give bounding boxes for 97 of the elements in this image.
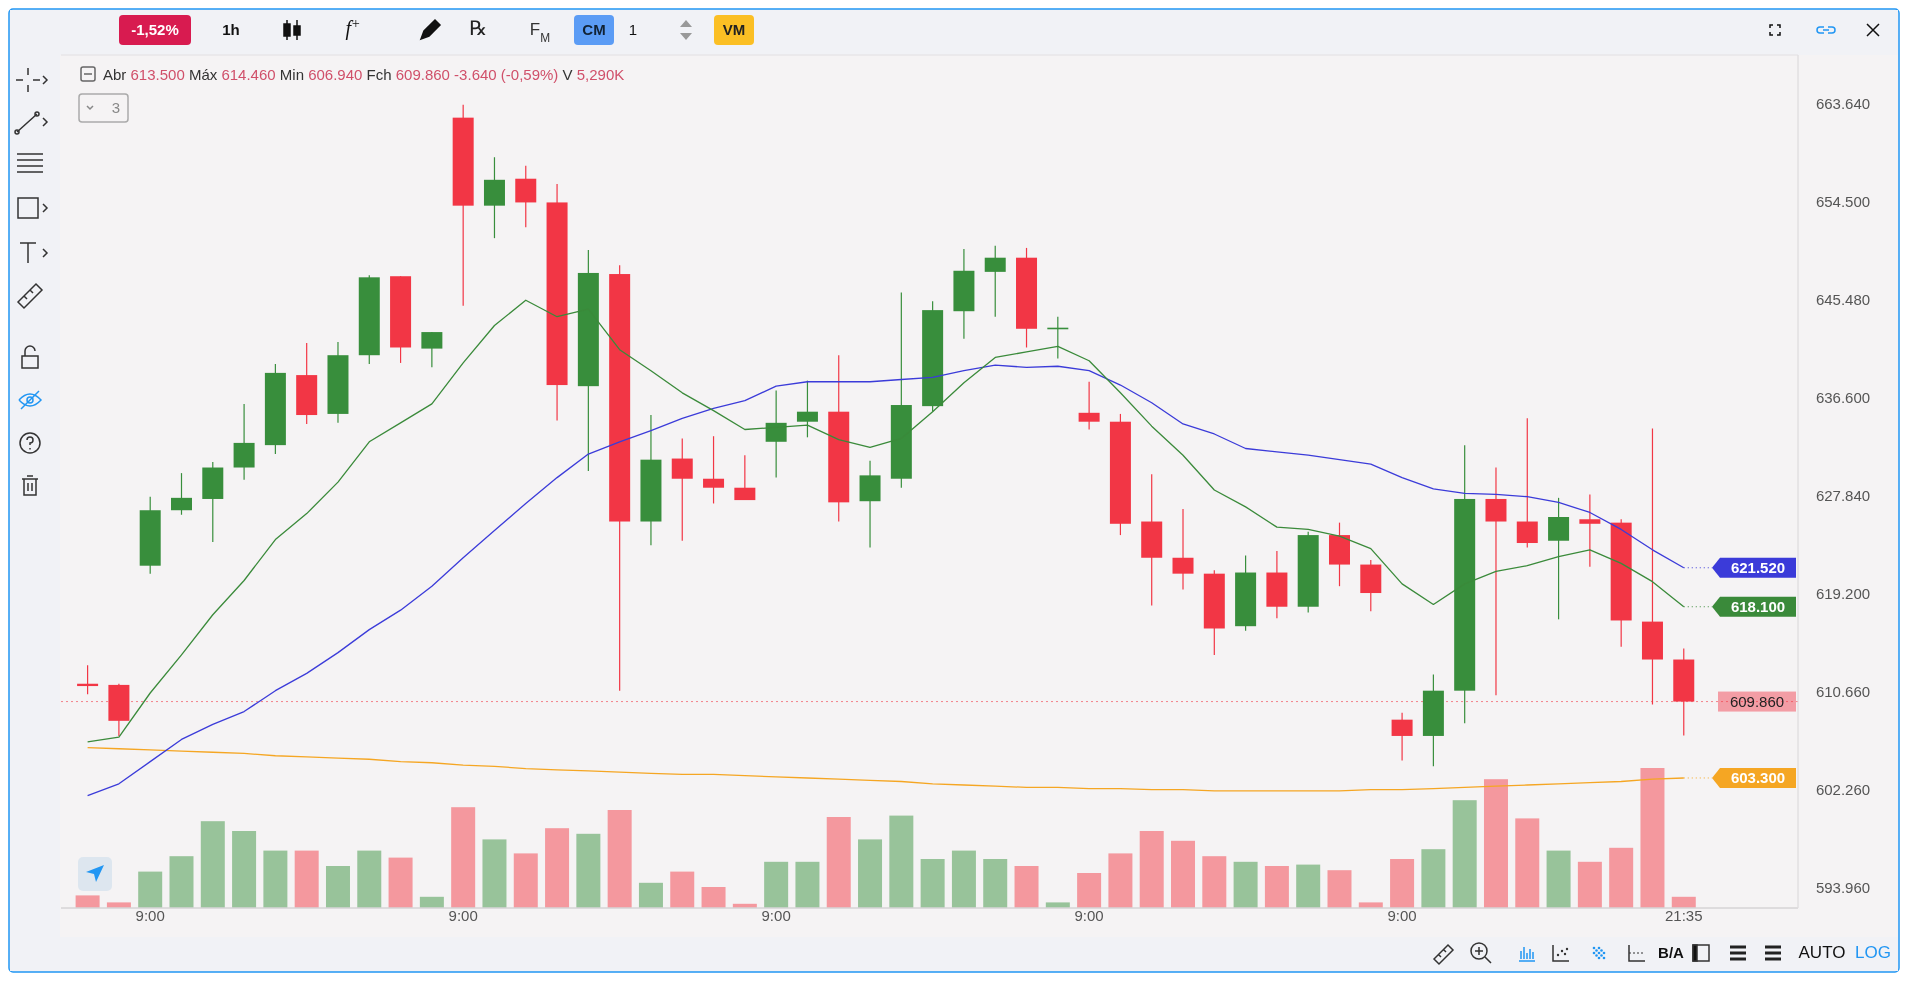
bar: [169, 856, 194, 908]
bar: [576, 833, 601, 908]
bar: [388, 857, 413, 908]
bar: [1577, 861, 1602, 908]
x-tick-label: 9:00: [1074, 907, 1104, 924]
bar: [325, 866, 350, 908]
candlestick: [1579, 493, 1601, 568]
candlestick: [671, 437, 693, 542]
bar: [138, 871, 163, 908]
x-tick-label: 9:00: [1387, 907, 1417, 924]
candlestick: [1485, 466, 1507, 696]
y-tick-label: 610.660: [1815, 683, 1871, 701]
bar: [1640, 768, 1665, 908]
bar: [1077, 873, 1102, 908]
bar: [1264, 866, 1289, 908]
x-tick-label: 9:00: [448, 907, 478, 924]
candlestick: [703, 435, 725, 505]
bar: [983, 859, 1008, 908]
text: VM: [722, 21, 746, 38]
bar: [1546, 850, 1571, 908]
candlestick: [984, 245, 1006, 318]
candlestick: [734, 454, 756, 501]
bar: [1296, 864, 1321, 908]
bar: [795, 861, 820, 908]
text: 1h: [222, 21, 240, 38]
candlestick: [1516, 417, 1538, 549]
text: B/A: [1658, 944, 1685, 961]
bar: [232, 831, 257, 908]
bar: [75, 895, 100, 908]
bar: [1108, 853, 1133, 908]
bar: [1014, 866, 1039, 908]
candlestick: [1391, 712, 1413, 762]
candlestick: [171, 472, 192, 516]
bar: [889, 815, 914, 908]
candlestick: [796, 380, 818, 438]
y-tick-label: 619.200: [1815, 585, 1871, 603]
bar: [106, 902, 131, 908]
bar: [1390, 859, 1415, 908]
y-tick-label: 627.840: [1815, 487, 1871, 505]
y-tick-label: 636.600: [1815, 389, 1871, 407]
y-tick-label: 654.500: [1815, 193, 1871, 211]
bar: [1171, 840, 1196, 908]
bar: [482, 839, 507, 908]
bar: [951, 850, 976, 908]
candlestick: [1172, 508, 1194, 591]
bar: [1045, 902, 1070, 908]
text: f$^{+}$: [345, 15, 361, 40]
candlestick: [515, 165, 537, 228]
bar: [1421, 849, 1446, 908]
bar: [701, 887, 726, 908]
bar: [1202, 856, 1227, 908]
bar: [1139, 831, 1164, 908]
candlestick: [421, 331, 443, 368]
data-label: 618.100: [1730, 597, 1786, 615]
text: ℞: [469, 17, 487, 39]
bar: [1515, 818, 1540, 908]
candlestick: [1548, 497, 1570, 620]
bar: [451, 807, 476, 908]
y-tick-label: 602.260: [1815, 781, 1871, 799]
text: LOG: [1855, 943, 1891, 962]
bar: [263, 850, 288, 908]
x-tick-label: 9:00: [135, 907, 165, 924]
x-tick-label: 9:00: [761, 907, 791, 924]
data-label: 621.520: [1730, 558, 1786, 576]
bar: [1452, 800, 1477, 908]
y-tick-label: 593.960: [1815, 879, 1871, 897]
bar: [357, 850, 382, 908]
bar: [1327, 870, 1352, 908]
text: -1,52%: [131, 21, 179, 38]
ref-line-label: 609.860: [1729, 692, 1785, 710]
text: Abr 613.500 Máx 614.460 Min 606.940 Fch 609.860 -3.640 (-0,59%) V 5,290K: [103, 66, 625, 83]
bar: [607, 810, 632, 908]
text: CM: [582, 21, 606, 38]
bar: [858, 839, 883, 908]
x-tick-label: 21:35: [1664, 907, 1703, 924]
bar: [1483, 779, 1508, 908]
bar: [513, 853, 538, 908]
data-label: 603.300: [1730, 768, 1786, 786]
candlestick: [1078, 381, 1100, 431]
bar: [200, 821, 225, 908]
text: F$_{M}$: [529, 20, 551, 45]
bar: [294, 850, 319, 908]
y-tick-label: 645.480: [1815, 291, 1871, 309]
bar: [1609, 847, 1634, 908]
bar: [920, 859, 945, 908]
bar: [670, 871, 695, 908]
bar: [764, 861, 789, 908]
text: AUTO: [1798, 943, 1846, 962]
candlestick: [765, 390, 787, 479]
bar: [1358, 902, 1383, 908]
bar: [638, 882, 663, 908]
bar: [1233, 861, 1258, 908]
y-tick-label: 663.640: [1815, 95, 1871, 113]
bar: [826, 817, 851, 908]
annotation: 3: [111, 99, 121, 116]
text: 1: [628, 21, 638, 38]
bar: [545, 828, 570, 908]
